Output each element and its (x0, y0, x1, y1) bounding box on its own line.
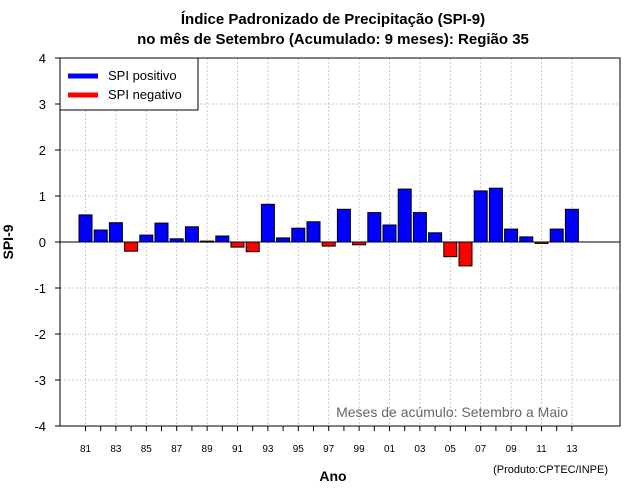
x-axis-label: Ano (319, 468, 346, 484)
bar-1992 (245, 241, 260, 253)
x-tick-label: 87 (171, 444, 183, 455)
y-tick-label: 1 (39, 189, 46, 204)
legend-label-positive: SPI positivo (108, 68, 177, 83)
accumulation-note: Meses de acúmulo: Setembro a Maio (336, 404, 568, 420)
bar-1991 (230, 241, 245, 248)
bar-1993 (260, 203, 275, 243)
x-tick-label: 83 (110, 444, 122, 455)
bar-2001 (382, 224, 397, 243)
x-tick-label: 81 (80, 444, 92, 455)
bar-2009 (504, 228, 519, 243)
bar-1997 (321, 241, 336, 247)
x-tick-label: 13 (566, 444, 578, 455)
legend: SPI positivo SPI negativo (59, 57, 199, 111)
bar-2013 (564, 208, 579, 243)
x-tick-label: 93 (262, 444, 274, 455)
bar-2003 (412, 212, 427, 243)
bar-2006 (458, 241, 473, 267)
y-axis-label: SPI-9 (0, 224, 16, 259)
x-tick-label: 95 (293, 444, 305, 455)
x-tick-label: 03 (414, 444, 426, 455)
bar-1990 (215, 235, 230, 243)
x-tick-label: 89 (202, 444, 214, 455)
chart-title-line2: no mês de Setembro (Acumulado: 9 meses):… (137, 31, 529, 48)
bar-1983 (108, 222, 123, 243)
x-axis-ticks: 81 83 85 87 89 91 93 95 97 99 01 03 05 07 09 11 13 (80, 426, 578, 455)
bar-1998 (336, 208, 351, 243)
y-axis-ticks: -4 -3 -2 -1 0 1 2 3 4 (34, 51, 60, 434)
x-tick-label: 01 (384, 444, 396, 455)
bar-1985 (139, 234, 154, 243)
bar-2008 (488, 187, 503, 243)
bar-2002 (397, 188, 412, 243)
x-tick-label: 11 (536, 444, 547, 455)
bar-1982 (93, 229, 108, 243)
bars (78, 187, 579, 267)
bar-2012 (549, 228, 564, 243)
y-tick-label: -1 (34, 281, 46, 296)
bar-2005 (443, 241, 458, 258)
product-credit: (Produto:CPTEC/INPE) (493, 464, 608, 476)
bar-1994 (276, 237, 291, 243)
y-tick-label: -4 (34, 419, 46, 434)
bar-1995 (291, 227, 306, 243)
bar-2010 (519, 236, 534, 243)
chart-title-line1: Índice Padronizado de Precipitação (SPI-… (181, 11, 485, 28)
y-tick-label: 0 (39, 235, 46, 250)
x-tick-label: 99 (354, 444, 366, 455)
bar-2004 (428, 232, 443, 243)
y-tick-label: 4 (39, 51, 46, 66)
bar-2000 (367, 212, 382, 243)
x-tick-label: 09 (506, 444, 518, 455)
x-tick-label: 91 (232, 444, 244, 455)
x-tick-label: 85 (141, 444, 153, 455)
x-tick-label: 07 (475, 444, 487, 455)
legend-box (59, 57, 199, 111)
x-tick-label: 05 (445, 444, 457, 455)
y-tick-label: -2 (34, 327, 46, 342)
bar-2007 (473, 190, 488, 243)
bar-1988 (184, 226, 199, 243)
bar-1981 (78, 214, 93, 243)
bar-1984 (124, 241, 139, 252)
y-tick-label: 2 (39, 143, 46, 158)
y-tick-label: 3 (39, 97, 46, 112)
bar-1986 (154, 222, 169, 243)
x-tick-label: 97 (323, 444, 335, 455)
legend-label-negative: SPI negativo (108, 87, 182, 102)
y-tick-label: -3 (34, 373, 46, 388)
bar-1996 (306, 221, 321, 243)
